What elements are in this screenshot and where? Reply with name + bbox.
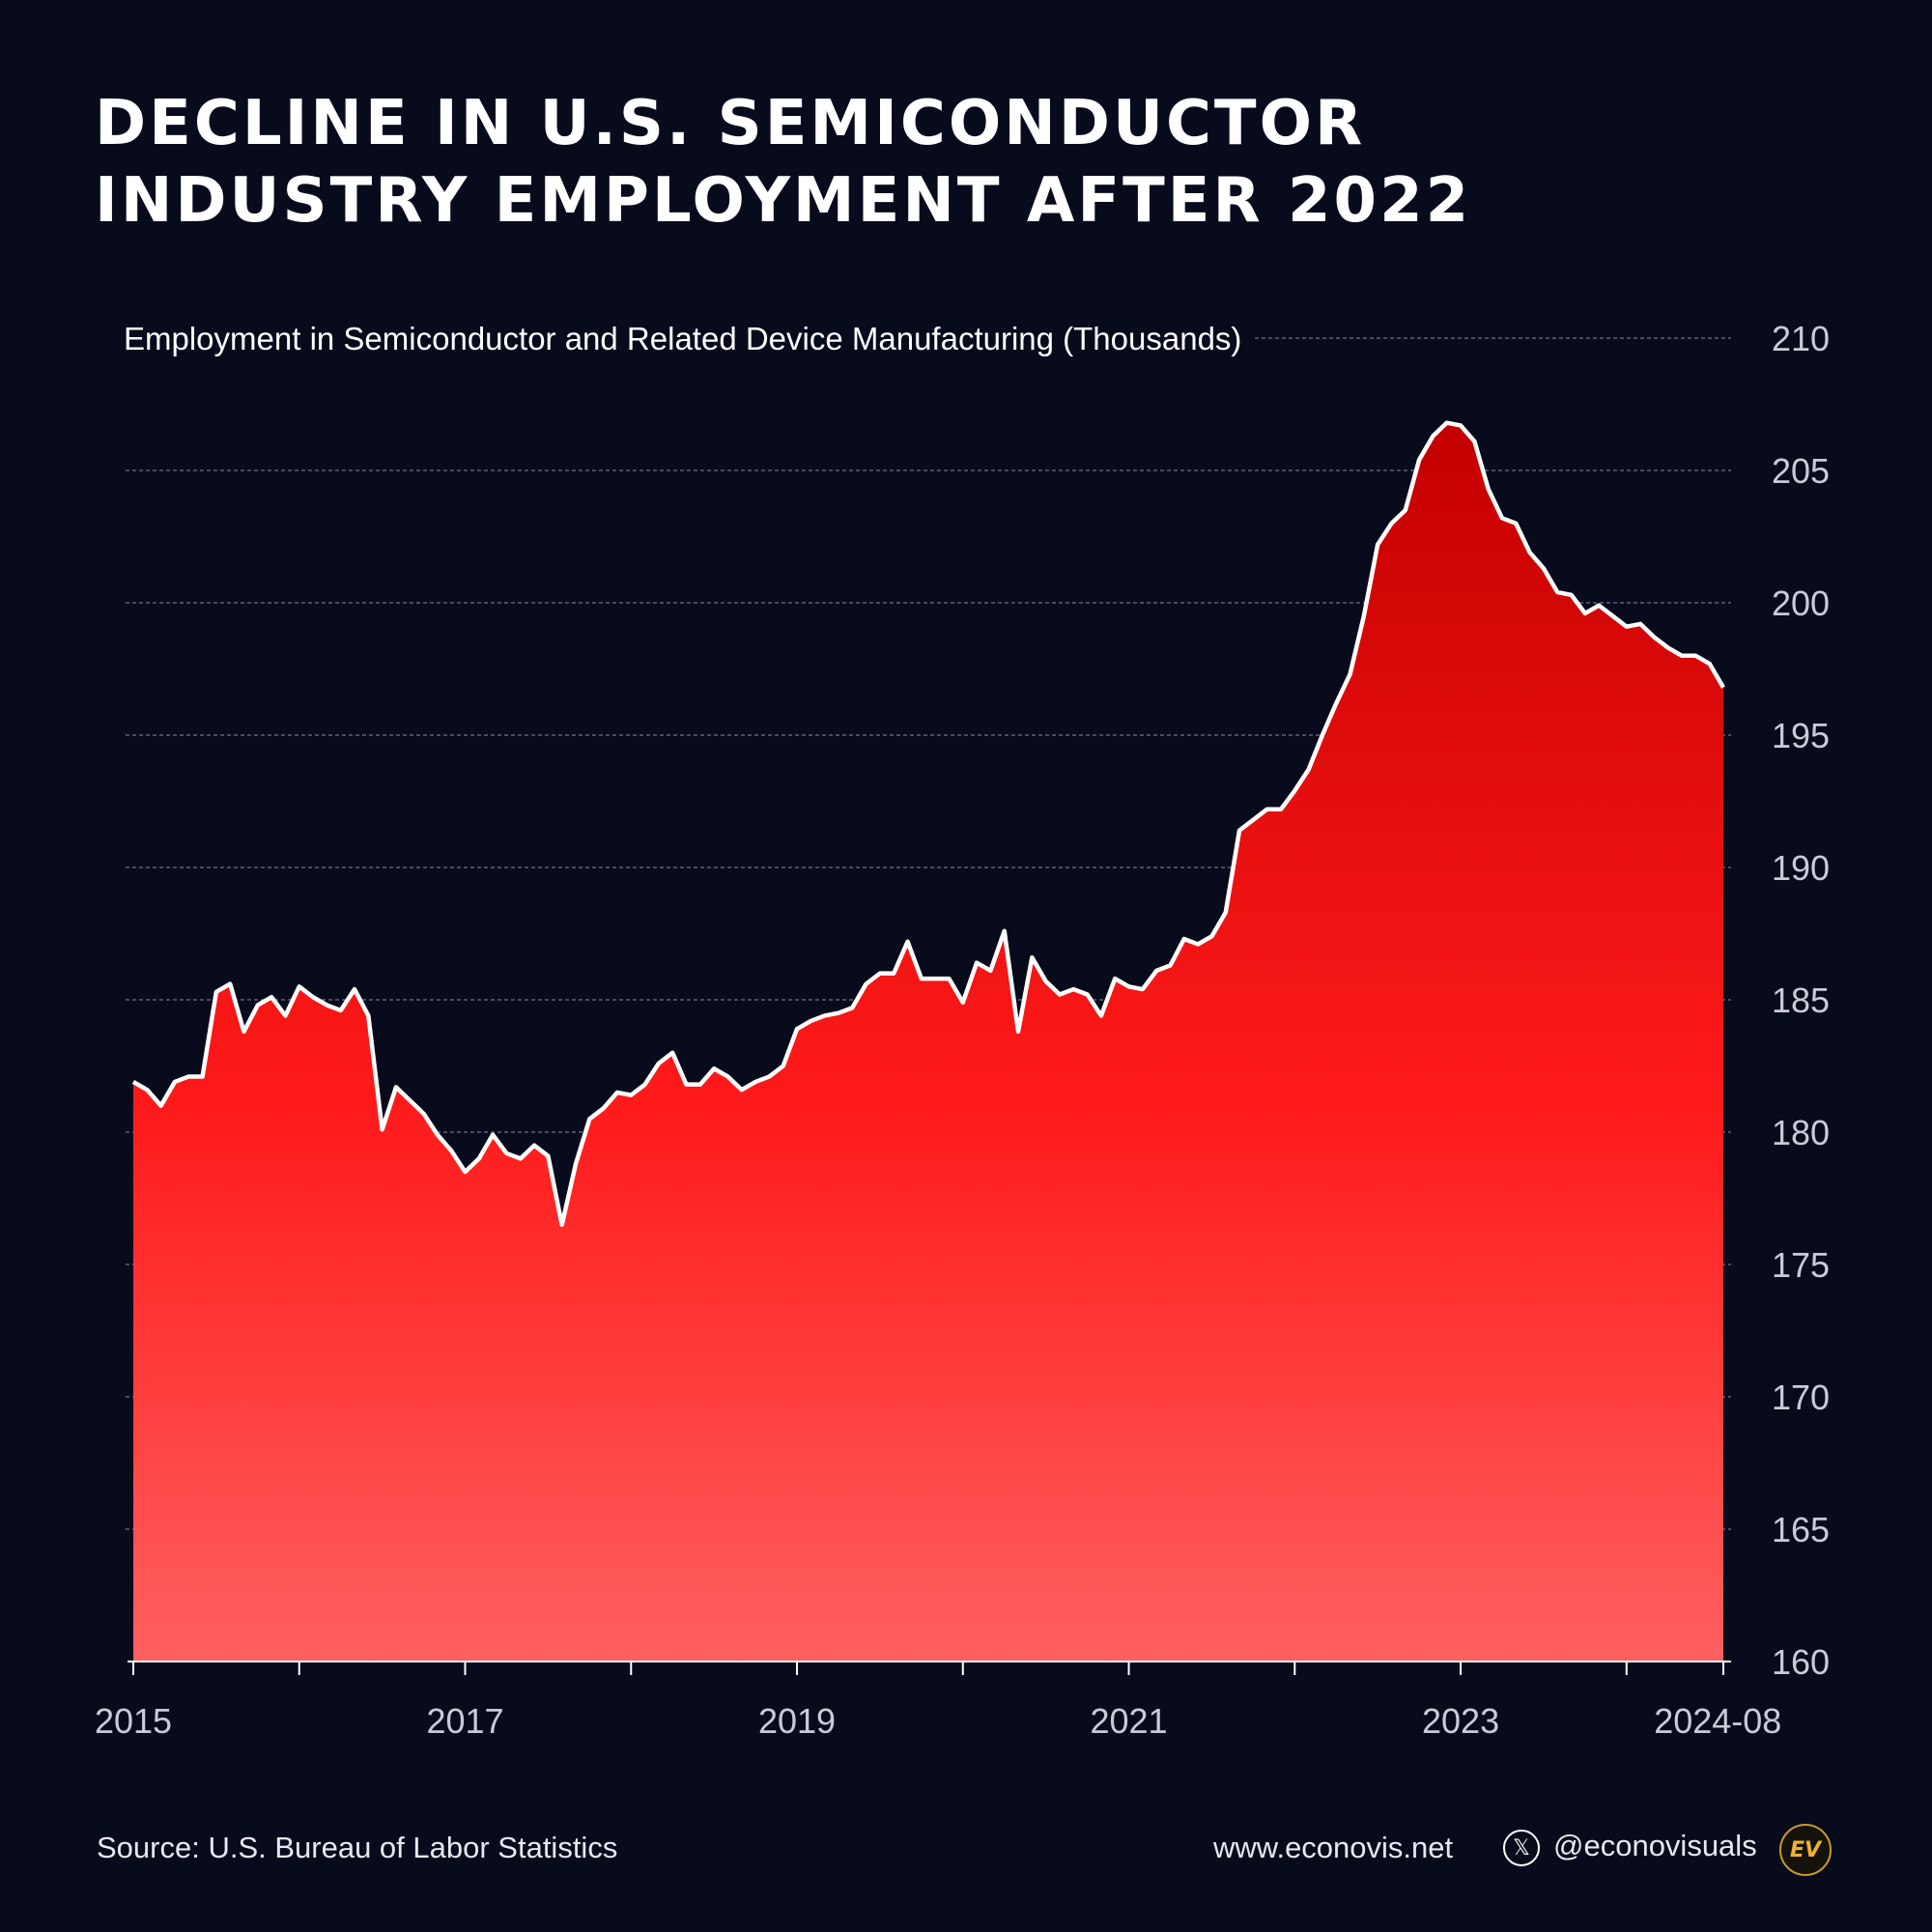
y-axis-label-background [118,319,1254,358]
y-tick-label: 165 [1772,1510,1830,1549]
y-tick-label: 180 [1772,1113,1830,1152]
y-tick-label: 195 [1772,716,1830,755]
x-logo-icon: 𝕏 [1503,1830,1540,1866]
y-tick-label: 185 [1772,980,1830,1020]
y-tick-label: 205 [1772,451,1830,491]
y-tick-label: 160 [1772,1642,1830,1682]
chart-title-line-2: INDUSTRY EMPLOYMENT AFTER 2022 [95,165,1472,237]
x-axis-ticks: 2015 2017 2019 2021 2023 2024-08 [95,1662,1781,1741]
source-note: Source: U.S. Bureau of Labor Statistics [97,1831,618,1864]
y-tick-label: 200 [1772,583,1830,623]
y-tick-label: 190 [1772,848,1830,888]
x-tick-label: 2023 [1422,1701,1499,1741]
x-tick-label: 2021 [1090,1701,1167,1741]
y-axis-label: Employment in Semiconductor and Related … [124,321,1241,356]
x-tick-label: 2019 [758,1701,836,1741]
y-tick-label: 175 [1772,1245,1830,1285]
y-axis-ticks: 160 165 170 175 180 185 190 195 200 205 210 [1772,319,1830,1682]
x-tick-label: 2024-08 [1654,1701,1781,1741]
y-tick-label: 170 [1772,1378,1830,1417]
chart-title-line-1: DECLINE IN U.S. SEMICONDUCTOR [95,88,1366,159]
econovis-logo: EV [1779,1824,1832,1876]
employment-series-line [131,420,1725,1228]
website-link[interactable]: www.econovis.net [1213,1831,1454,1864]
chart-title: DECLINE IN U.S. SEMICONDUCTOR INDUSTRY E… [95,85,1471,240]
y-tick-label: 210 [1772,319,1830,358]
social-handle-link[interactable]: @econovisuals [1553,1829,1757,1862]
x-tick-label: 2017 [426,1701,503,1741]
x-tick-label: 2015 [95,1701,172,1741]
